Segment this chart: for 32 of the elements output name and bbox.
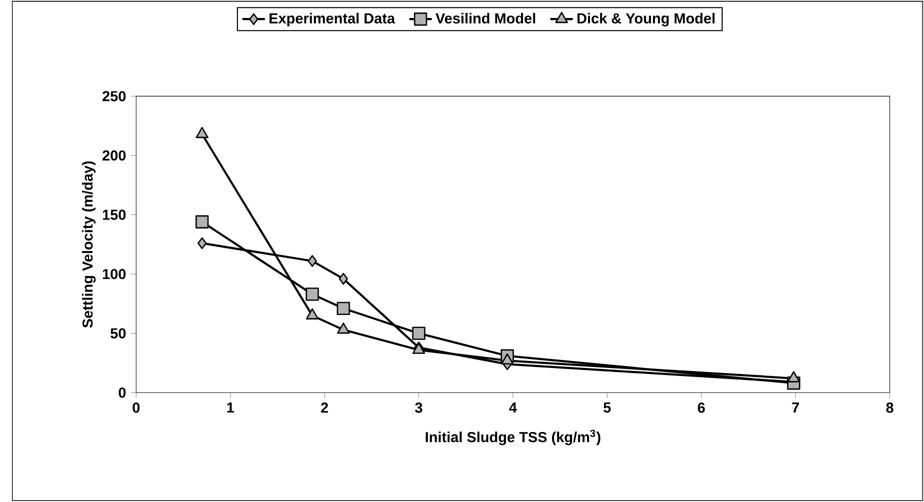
- point: [787, 371, 800, 382]
- point: [306, 288, 319, 301]
- x-tick-label: 5: [604, 402, 611, 413]
- point: [195, 215, 209, 228]
- x-tick-label: 2: [321, 402, 328, 413]
- y-tick-label: 50: [110, 328, 126, 338]
- y-tick-label: 100: [102, 268, 126, 280]
- x-tick-label: 7: [792, 402, 799, 413]
- point: [500, 353, 514, 365]
- point: [337, 322, 350, 334]
- legend-label: Vesilind Model: [436, 12, 536, 24]
- point: [308, 255, 317, 267]
- y-axis-title: Settling Velocity (m/day): [82, 161, 96, 328]
- point: [336, 302, 350, 316]
- x-tick-label: 4: [509, 402, 517, 413]
- point: [197, 237, 207, 250]
- x-tick-label: 3: [415, 402, 422, 413]
- legend-label: Experimental Data: [270, 12, 396, 26]
- legend-label: Dick & Young Model: [578, 12, 715, 26]
- y-tick-label: 200: [102, 150, 126, 161]
- y-tick-label: 250: [102, 91, 126, 102]
- x-tick-label: 6: [698, 402, 705, 413]
- point: [338, 272, 348, 285]
- y-tick-label: 150: [102, 210, 126, 220]
- x-axis-title: Initial Sludge TSS (kg/m$^{3}$): [426, 430, 600, 446]
- y-tick-label: 0: [118, 388, 126, 398]
- point: [412, 326, 426, 340]
- point: [196, 126, 208, 138]
- x-tick-label: 0: [132, 402, 140, 413]
- point: [306, 308, 319, 320]
- x-tick-label: 8: [886, 402, 894, 413]
- x-tick-label: 1: [227, 402, 234, 413]
